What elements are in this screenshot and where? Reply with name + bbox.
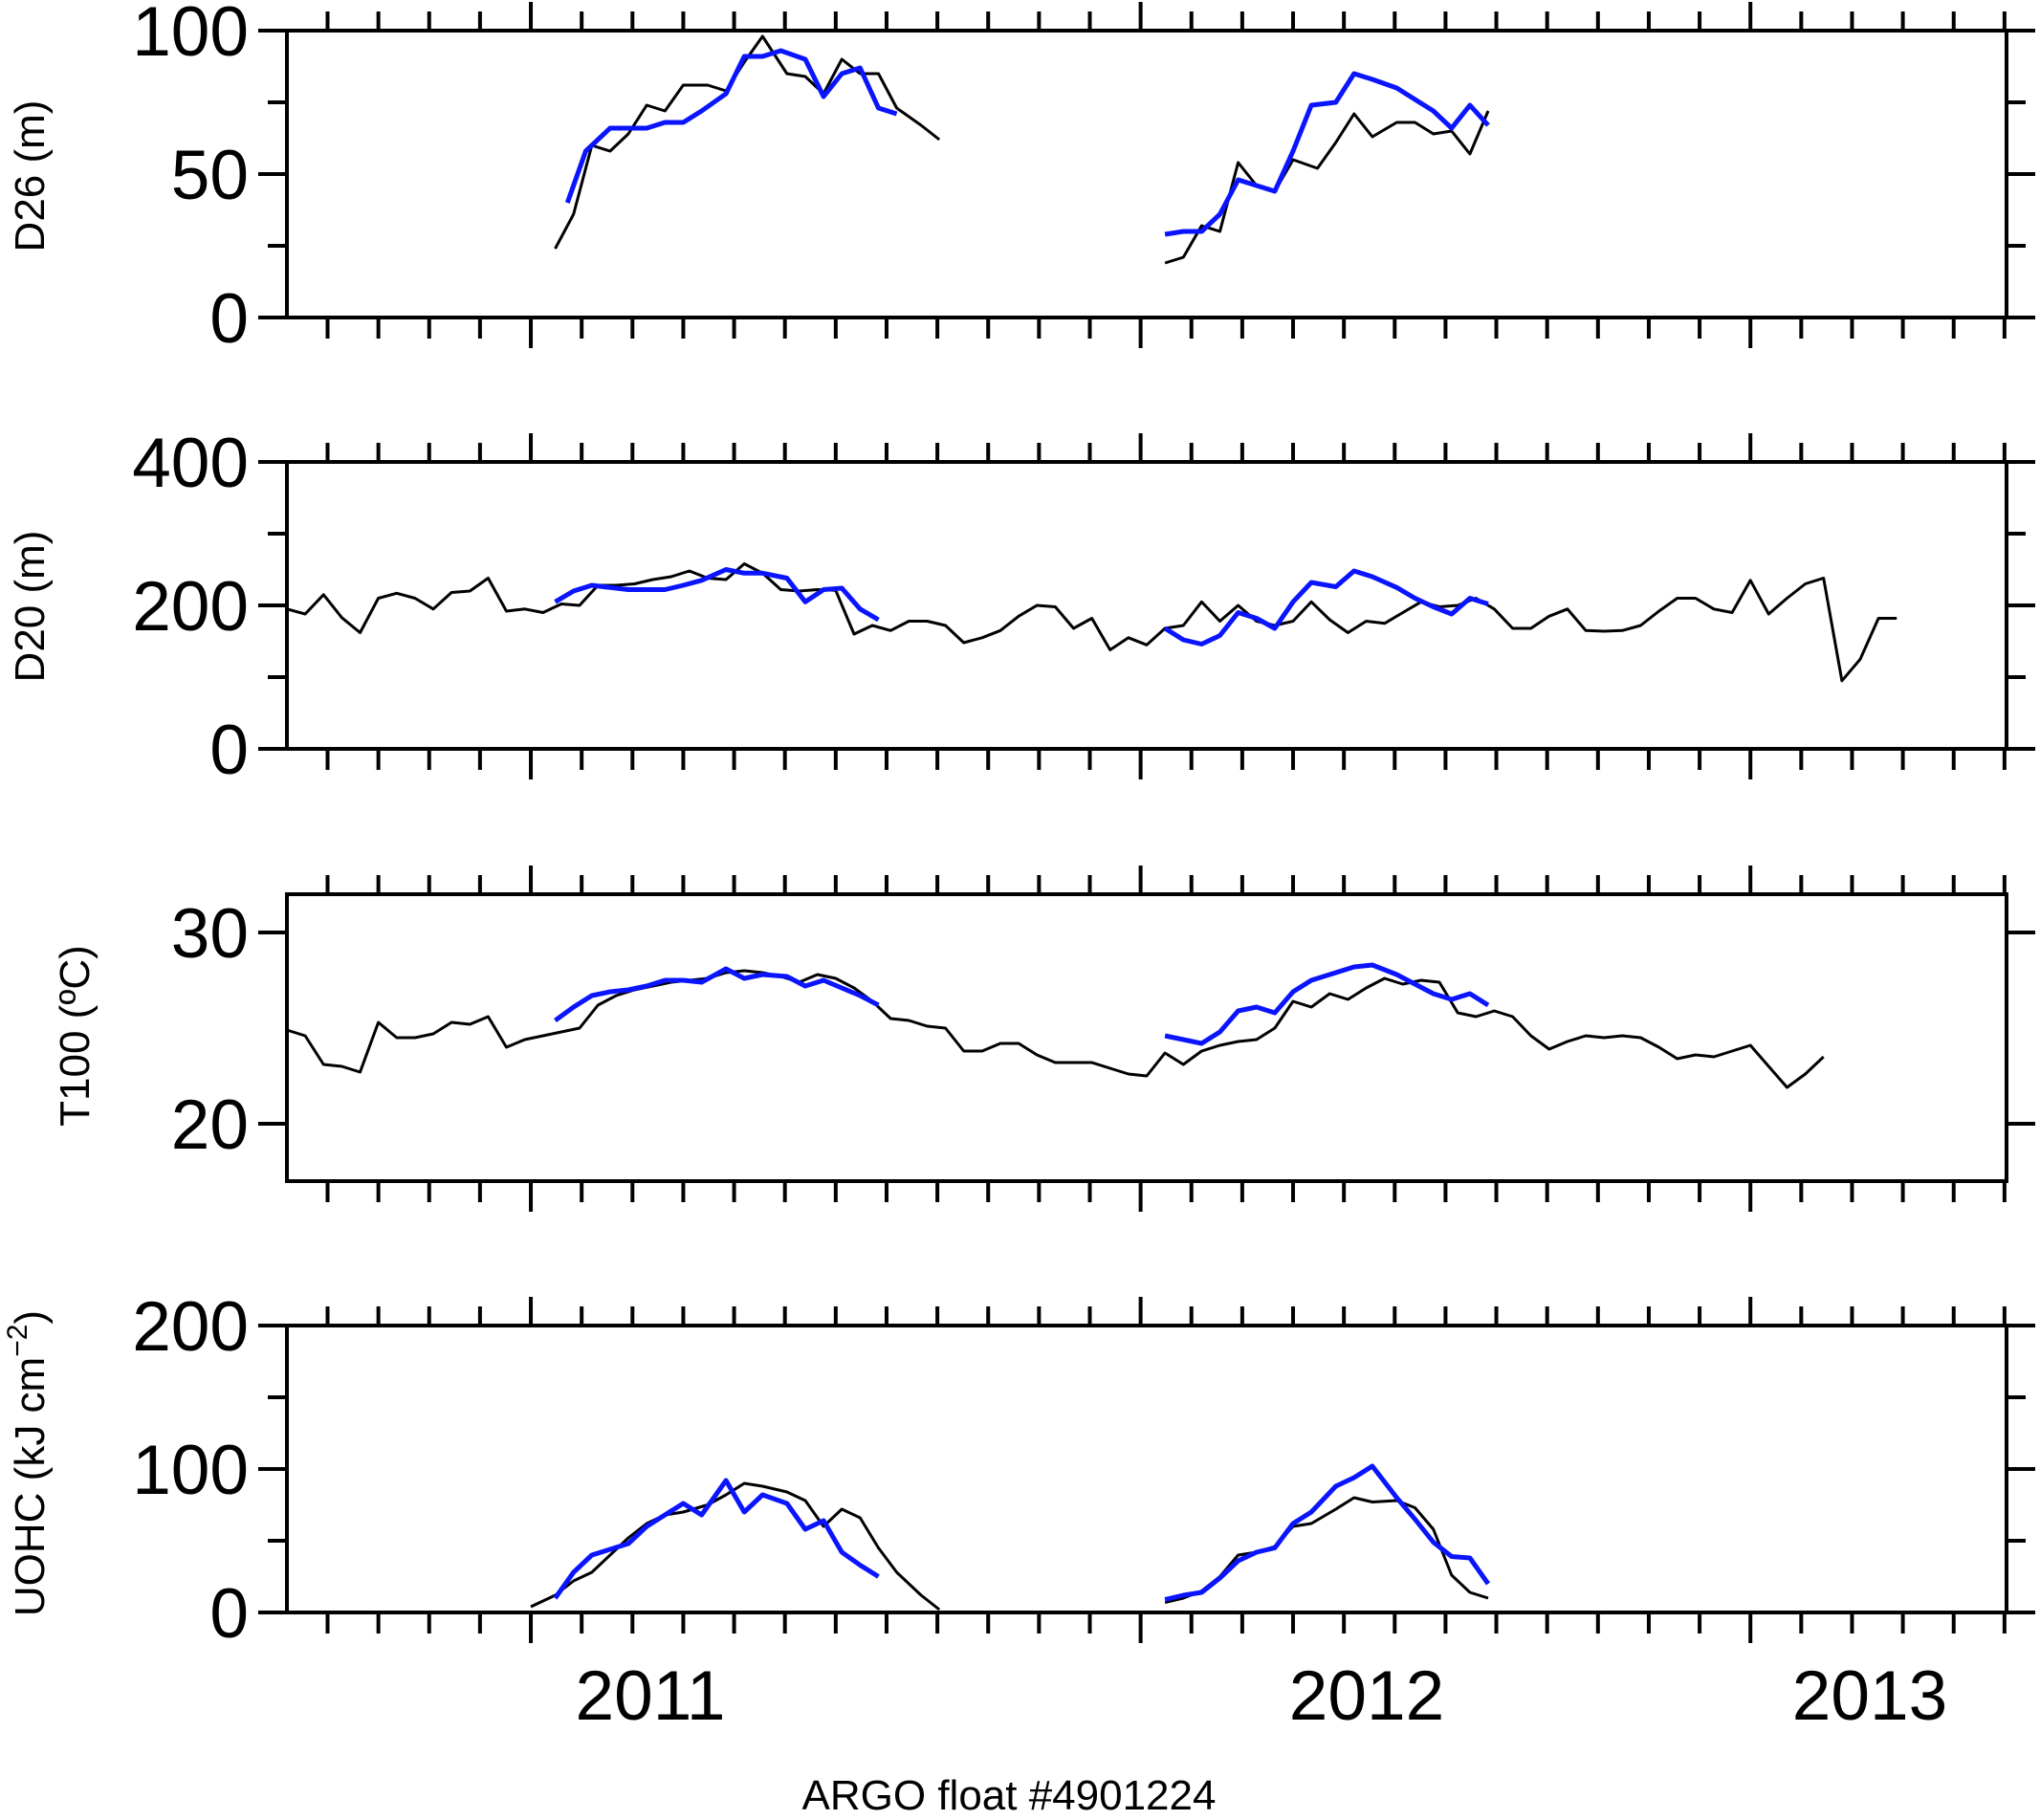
y-tick-label: 400 bbox=[132, 425, 249, 502]
x-axis-label: ARGO float #4901224 bbox=[802, 1772, 1217, 1819]
series-line-blue-2 bbox=[553, 1478, 880, 1600]
panel-1: 0 50 100 bbox=[132, 0, 2035, 358]
panel-frame bbox=[285, 892, 2008, 1183]
y-axis-label-t100: T100 (ºC) bbox=[52, 945, 99, 1127]
y-tick-label: 50 bbox=[171, 137, 249, 214]
series-line-blue-4 bbox=[1164, 71, 1490, 237]
series-line-blue-2 bbox=[554, 567, 880, 623]
panel-frame bbox=[285, 460, 2008, 751]
series-line-blue-4 bbox=[1164, 1463, 1491, 1602]
series-line-black-1 bbox=[530, 1481, 941, 1612]
y-tick-label: 0 bbox=[209, 280, 249, 358]
series-line-black-1 bbox=[286, 562, 1897, 683]
y-tick-label: 0 bbox=[209, 712, 249, 789]
x-tick-label-2011: 2011 bbox=[576, 1657, 726, 1735]
y-axis-label-uohc-close: ) bbox=[7, 1310, 54, 1325]
series-line-black-1 bbox=[554, 34, 941, 250]
y-tick-label: 200 bbox=[132, 1288, 249, 1366]
series-line-blue-2 bbox=[554, 966, 880, 1023]
y-tick-label: 20 bbox=[171, 1086, 249, 1164]
y-tick-label: 30 bbox=[171, 895, 249, 973]
series-line-black-1 bbox=[286, 969, 1825, 1089]
series-line-blue-3 bbox=[1163, 568, 1489, 647]
x-tick-label-2012: 2012 bbox=[1289, 1657, 1444, 1735]
y-tick-label: 100 bbox=[132, 1432, 249, 1509]
panel-frame bbox=[285, 1324, 2008, 1614]
y-axis-label-uohc-main: UOHC (kJ cm bbox=[7, 1357, 54, 1616]
x-tick-label-2013: 2013 bbox=[1792, 1657, 1947, 1735]
series-line-blue-2 bbox=[564, 48, 898, 204]
y-axis-label-uohc: UOHC (kJ cm−2) bbox=[2, 1310, 54, 1616]
panel-2: 0 200 400 bbox=[132, 425, 2035, 789]
y-axis-label-uohc-sup: −2 bbox=[2, 1325, 33, 1357]
y-tick-label: 0 bbox=[209, 1575, 249, 1653]
y-tick-label: 200 bbox=[132, 568, 249, 646]
y-tick-label: 100 bbox=[132, 0, 249, 71]
series-line-blue-3 bbox=[1164, 962, 1490, 1046]
y-axis-label-d20: D20 (m) bbox=[7, 531, 54, 683]
panel-frame bbox=[285, 29, 2008, 319]
y-axis-label-d26: D26 (m) bbox=[7, 100, 54, 252]
panel-4: 0 100 200 bbox=[132, 1288, 2035, 1653]
series-line-black-3 bbox=[1164, 110, 1490, 265]
